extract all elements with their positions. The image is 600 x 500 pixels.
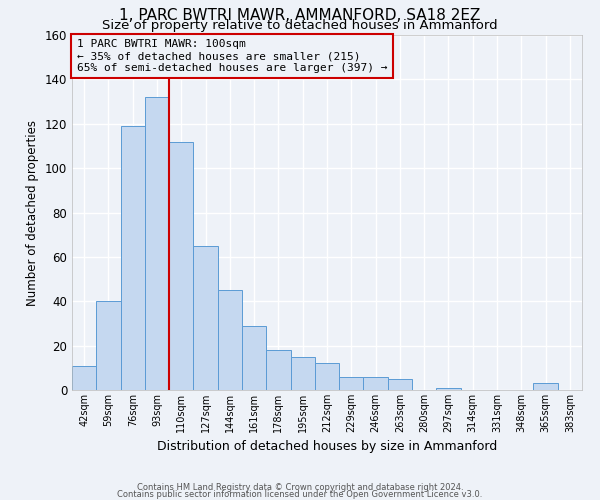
Bar bbox=[533, 384, 558, 390]
Bar bbox=[364, 376, 388, 390]
Bar bbox=[436, 388, 461, 390]
Bar bbox=[145, 97, 169, 390]
Bar bbox=[242, 326, 266, 390]
Y-axis label: Number of detached properties: Number of detached properties bbox=[26, 120, 39, 306]
Bar bbox=[218, 290, 242, 390]
Bar bbox=[388, 379, 412, 390]
Bar bbox=[266, 350, 290, 390]
Bar bbox=[290, 356, 315, 390]
Bar bbox=[96, 301, 121, 390]
Bar bbox=[121, 126, 145, 390]
Text: 1 PARC BWTRI MAWR: 100sqm
← 35% of detached houses are smaller (215)
65% of semi: 1 PARC BWTRI MAWR: 100sqm ← 35% of detac… bbox=[77, 40, 388, 72]
Text: Size of property relative to detached houses in Ammanford: Size of property relative to detached ho… bbox=[102, 19, 498, 32]
Text: 1, PARC BWTRI MAWR, AMMANFORD, SA18 2EZ: 1, PARC BWTRI MAWR, AMMANFORD, SA18 2EZ bbox=[119, 8, 481, 22]
Bar bbox=[72, 366, 96, 390]
Text: Contains HM Land Registry data © Crown copyright and database right 2024.: Contains HM Land Registry data © Crown c… bbox=[137, 484, 463, 492]
X-axis label: Distribution of detached houses by size in Ammanford: Distribution of detached houses by size … bbox=[157, 440, 497, 454]
Bar bbox=[193, 246, 218, 390]
Text: Contains public sector information licensed under the Open Government Licence v3: Contains public sector information licen… bbox=[118, 490, 482, 499]
Bar bbox=[169, 142, 193, 390]
Bar bbox=[315, 364, 339, 390]
Bar bbox=[339, 376, 364, 390]
